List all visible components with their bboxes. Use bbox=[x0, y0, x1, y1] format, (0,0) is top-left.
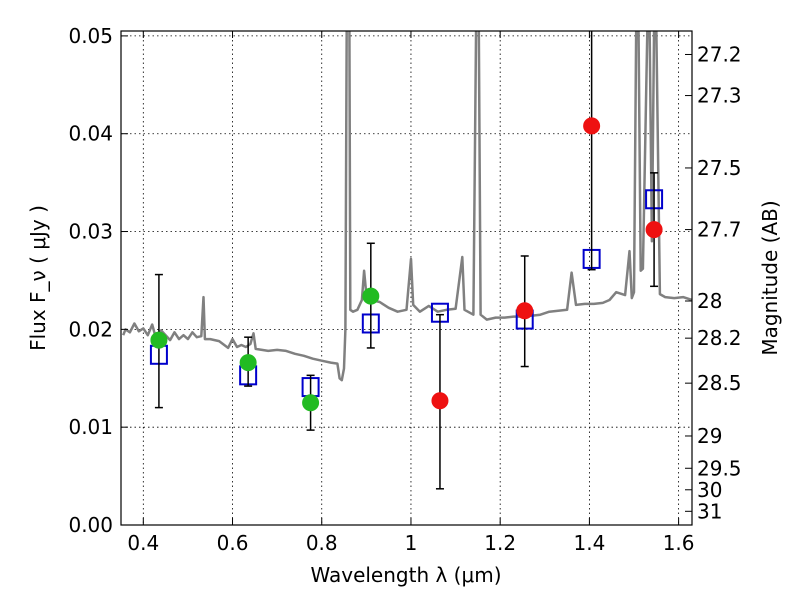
infrared-data-point bbox=[516, 302, 534, 320]
x-tick-label: 0.8 bbox=[306, 531, 338, 555]
y-tick-label: 0.05 bbox=[68, 24, 113, 48]
infrared-data-point bbox=[645, 221, 663, 239]
magnitude-tick-label: 29.5 bbox=[697, 456, 742, 480]
x-tick-label: 1.6 bbox=[663, 531, 695, 555]
plot-frame bbox=[120, 30, 693, 526]
x-tick-label: 1.4 bbox=[573, 531, 605, 555]
magnitude-tick-label: 30 bbox=[697, 478, 722, 502]
magnitude-tick-label: 27.2 bbox=[697, 42, 742, 66]
plot-area bbox=[121, 31, 692, 525]
optical-data-point bbox=[150, 331, 168, 349]
x-tick-label: 1 bbox=[405, 531, 418, 555]
x-tick-label: 1.2 bbox=[484, 531, 516, 555]
magnitude-tick-label: 28 bbox=[697, 289, 722, 313]
magnitude-tick-label: 28.2 bbox=[697, 326, 742, 350]
y-axis: 0.00 0.01 0.02 0.03 0.04 0.05 bbox=[68, 24, 128, 537]
magnitude-tick-label: 31 bbox=[697, 499, 722, 523]
x-tick-label: 0.4 bbox=[127, 531, 159, 555]
x-axis: 0.4 0.6 0.8 1 1.2 1.4 1.6 bbox=[127, 31, 695, 555]
y-tick-label: 0.04 bbox=[68, 122, 113, 146]
grid bbox=[121, 31, 692, 525]
optical-data-point bbox=[362, 287, 380, 305]
infrared-data-point bbox=[583, 117, 601, 135]
y-tick-label: 0.01 bbox=[68, 415, 113, 439]
magnitude-axis-title: Magnitude (AB) bbox=[758, 200, 782, 355]
magnitude-tick-label: 29 bbox=[697, 424, 722, 448]
magnitude-tick-label: 27.3 bbox=[697, 84, 742, 108]
y-axis-title: Flux F_ν ( μJy ) bbox=[26, 205, 50, 351]
y-tick-label: 0.00 bbox=[68, 513, 113, 537]
magnitude-tick-label: 28.5 bbox=[697, 371, 742, 395]
infrared-data-point bbox=[431, 392, 449, 410]
x-axis-title: Wavelength λ (μm) bbox=[310, 563, 501, 587]
y-tick-label: 0.03 bbox=[68, 220, 113, 244]
magnitude-tick-label: 27.7 bbox=[697, 218, 742, 242]
magnitude-tick-label: 27.5 bbox=[697, 156, 742, 180]
optical-data-point bbox=[239, 354, 257, 372]
plot-layer bbox=[122, 31, 692, 490]
y-tick-label: 0.02 bbox=[68, 317, 113, 341]
x-tick-label: 0.6 bbox=[217, 531, 249, 555]
optical-data-point bbox=[302, 394, 320, 412]
